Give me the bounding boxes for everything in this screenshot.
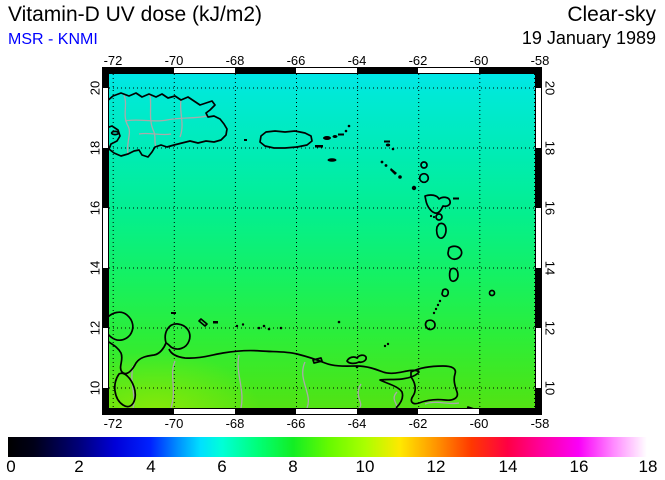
lon-tick-label: -66 — [286, 53, 306, 68]
frame-band-top — [103, 68, 541, 74]
lon-tick-label: -62 — [408, 53, 428, 68]
lon-tick-label: -58 — [530, 53, 550, 68]
lon-tick-label: -72 — [103, 416, 123, 431]
coastline-barbados — [488, 289, 496, 297]
map-canvas — [109, 74, 535, 408]
colorbar — [8, 437, 650, 457]
coastline-antigua — [418, 172, 430, 184]
coastline-lake-maracaibo — [113, 372, 137, 408]
lat-tick-label: 12 — [87, 320, 103, 336]
colorbar-tick-label: 2 — [74, 457, 84, 476]
sky-condition-label: Clear-sky — [567, 3, 656, 26]
coastline-margarita — [346, 354, 367, 365]
lat-tick-label: 18 — [542, 140, 558, 156]
lat-tick-label: 14 — [542, 260, 558, 276]
map-overlay — [109, 74, 535, 408]
coastline-grenada — [424, 319, 436, 331]
coastline-barbuda — [420, 161, 428, 169]
coastlines — [109, 92, 496, 408]
coastline-gonave — [110, 130, 120, 136]
colorbar-tick-label: 4 — [146, 457, 156, 476]
lon-tick-label: -60 — [469, 416, 489, 431]
lat-tick-label: 20 — [87, 80, 103, 96]
lat-tick-label: 16 — [87, 200, 103, 216]
map-frame — [103, 68, 541, 414]
lat-tick-label: 10 — [87, 380, 103, 396]
frame-band-left — [103, 68, 109, 414]
colorbar-tick-label: 12 — [426, 457, 446, 476]
coastline-trinidad — [410, 365, 459, 405]
coastline-curacao — [198, 318, 208, 327]
lon-tick-label: -66 — [286, 416, 306, 431]
colorbar-tick-label: 6 — [217, 457, 227, 476]
coastline-st-vincent — [441, 288, 450, 298]
colorbar-tick-label: 14 — [498, 457, 518, 476]
lon-tick-label: -60 — [469, 53, 489, 68]
lat-tick-label: 16 — [542, 200, 558, 216]
lon-tick-label: -68 — [225, 416, 245, 431]
colorbar-tick-label: 0 — [6, 457, 16, 476]
coastline-dominica — [435, 222, 447, 239]
colorbar-tick-label: 16 — [569, 457, 589, 476]
coastline-martinique — [447, 245, 463, 261]
coastline-guadeloupe — [424, 194, 451, 214]
lon-tick-label: -62 — [408, 416, 428, 431]
frame-band-bottom — [103, 408, 541, 414]
coastline-tobago — [466, 406, 474, 408]
lon-tick-label: -70 — [164, 416, 184, 431]
lat-tick-label: 18 — [87, 140, 103, 156]
date-label: 19 January 1989 — [521, 28, 656, 48]
lat-tick-label: 20 — [542, 80, 558, 96]
coastline-st-lucia — [448, 267, 459, 283]
lat-tick-label: 10 — [542, 380, 558, 396]
colorbar-tick-label: 10 — [355, 457, 375, 476]
small-islands — [171, 124, 459, 369]
lon-tick-label: -70 — [164, 53, 184, 68]
graticule — [109, 74, 535, 408]
colorbar-tick-label: 18 — [638, 457, 658, 476]
frame-band-right — [535, 68, 541, 414]
data-source-label: MSR - KNMI — [8, 31, 98, 48]
page-title: Vitamin-D UV dose (kJ/m2) — [8, 3, 263, 26]
lon-tick-label: -64 — [347, 416, 367, 431]
lon-tick-label: -68 — [225, 53, 245, 68]
coastline-marie-galante — [435, 213, 443, 221]
coastline-la-tortuga — [312, 357, 323, 364]
boundary-lines — [123, 94, 460, 408]
lon-tick-label: -58 — [530, 416, 550, 431]
coastline-hispaniola — [109, 92, 228, 158]
lon-tick-label: -64 — [347, 53, 367, 68]
coastline-goajira — [109, 311, 134, 341]
colorbar-tick-label: 8 — [288, 457, 298, 476]
lat-tick-label: 12 — [542, 320, 558, 336]
coastline-venezuela — [109, 323, 420, 408]
lon-tick-label: -72 — [103, 53, 123, 68]
lat-tick-label: 14 — [87, 260, 103, 276]
coastline-puerto-rico — [259, 130, 313, 149]
